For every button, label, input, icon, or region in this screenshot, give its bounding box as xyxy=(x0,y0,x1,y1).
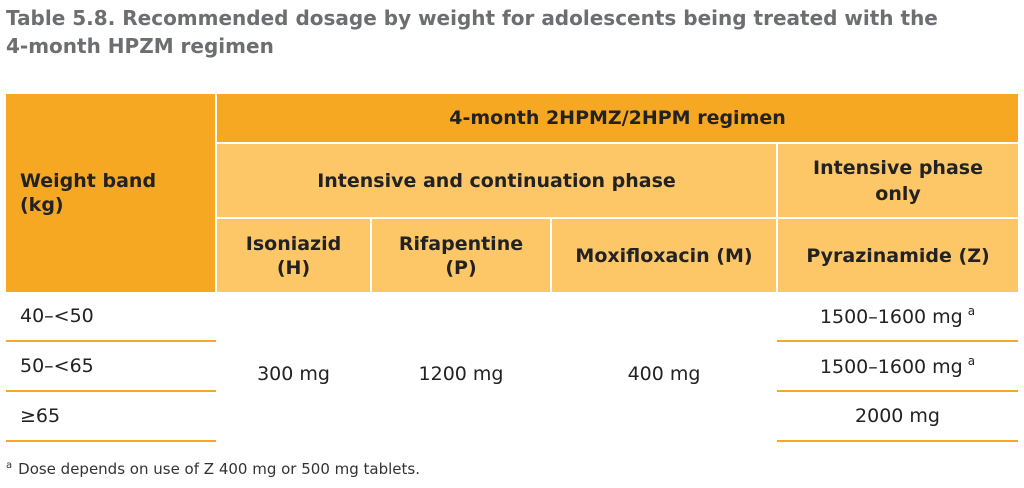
footnote-marker: a xyxy=(967,304,976,318)
header-drug-moxifloxacin: Moxifloxacin (M) xyxy=(551,218,778,292)
header-weight-band-unit: (kg) xyxy=(20,194,64,216)
footnote-marker: a xyxy=(6,460,13,471)
rifapentine-dose-cell: 1200 mg xyxy=(418,362,504,385)
drug-abbr: (P) xyxy=(445,256,477,279)
drug-name: Pyrazinamide (Z) xyxy=(806,244,990,267)
weight-cell: ≥65 xyxy=(6,391,216,442)
weight-cell: 50–<65 xyxy=(6,341,216,392)
header-weight-band: Weight band (kg) xyxy=(6,94,217,292)
table-row: 50–<65 1500–1600 mg a xyxy=(6,341,1019,392)
header-drug-pyrazinamide: Pyrazinamide (Z) xyxy=(777,218,1019,292)
header-row-phase: Intensive and continuation phase Intensi… xyxy=(6,143,1019,219)
weight-cell: 40–<50 xyxy=(6,292,216,342)
header-drug-rifapentine: Rifapentine (P) xyxy=(371,218,552,292)
pyrazinamide-dose: 2000 mg xyxy=(855,405,940,427)
isoniazid-dose-cell: 300 mg xyxy=(257,362,330,385)
footnote-marker: a xyxy=(967,354,976,368)
pyrazinamide-dose-cell: 1500–1600 mg a xyxy=(777,341,1019,392)
header-regimen: 4-month 2HPMZ/2HPM regimen xyxy=(216,94,1019,144)
header-phase-intensive-line-1: Intensive phase xyxy=(813,156,983,179)
pyrazinamide-dose-cell: 1500–1600 mg a xyxy=(777,292,1019,342)
pyrazinamide-dose: 1500–1600 mg xyxy=(819,356,963,378)
header-row-drugs: Isoniazid (H) Rifapentine (P) Moxifloxac… xyxy=(6,218,1019,292)
dosage-table: Weight band (kg) 4-month 2HPMZ/2HPM regi… xyxy=(6,94,1019,442)
table-row: ≥65 2000 mg xyxy=(6,391,1019,442)
header-phase-intensive: Intensive phase only xyxy=(777,143,1019,219)
footnote-text: Dose depends on use of Z 400 mg or 500 m… xyxy=(18,460,420,478)
header-weight-band-label: Weight band xyxy=(20,170,157,192)
table-footnote: a Dose depends on use of Z 400 mg or 500 … xyxy=(6,460,420,478)
table-title-line-2: 4-month HPZM regimen xyxy=(6,34,274,58)
table-title-line-1: Table 5.8. Recommended dosage by weight … xyxy=(6,6,938,30)
drug-abbr: (H) xyxy=(276,256,311,279)
moxifloxacin-dose-cell: 400 mg xyxy=(627,362,701,385)
drug-name: Isoniazid xyxy=(245,232,342,255)
table-row: 40–<50 300 mg 1200 mg 400 mg 1500–1600 m… xyxy=(6,292,1019,385)
drug-name: Rifapentine xyxy=(398,232,524,255)
header-drug-isoniazid: Isoniazid (H) xyxy=(216,218,372,292)
header-phase-intensive-line-2: only xyxy=(875,182,921,205)
header-phase-both: Intensive and continuation phase xyxy=(216,143,778,219)
pyrazinamide-dose-cell: 2000 mg xyxy=(777,391,1019,442)
drug-name: Moxifloxacin (M) xyxy=(575,244,753,267)
table-title: Table 5.8. Recommended dosage by weight … xyxy=(6,4,1006,60)
pyrazinamide-dose: 1500–1600 mg xyxy=(819,306,963,328)
header-row-regimen: Weight band (kg) 4-month 2HPMZ/2HPM regi… xyxy=(6,94,1019,292)
